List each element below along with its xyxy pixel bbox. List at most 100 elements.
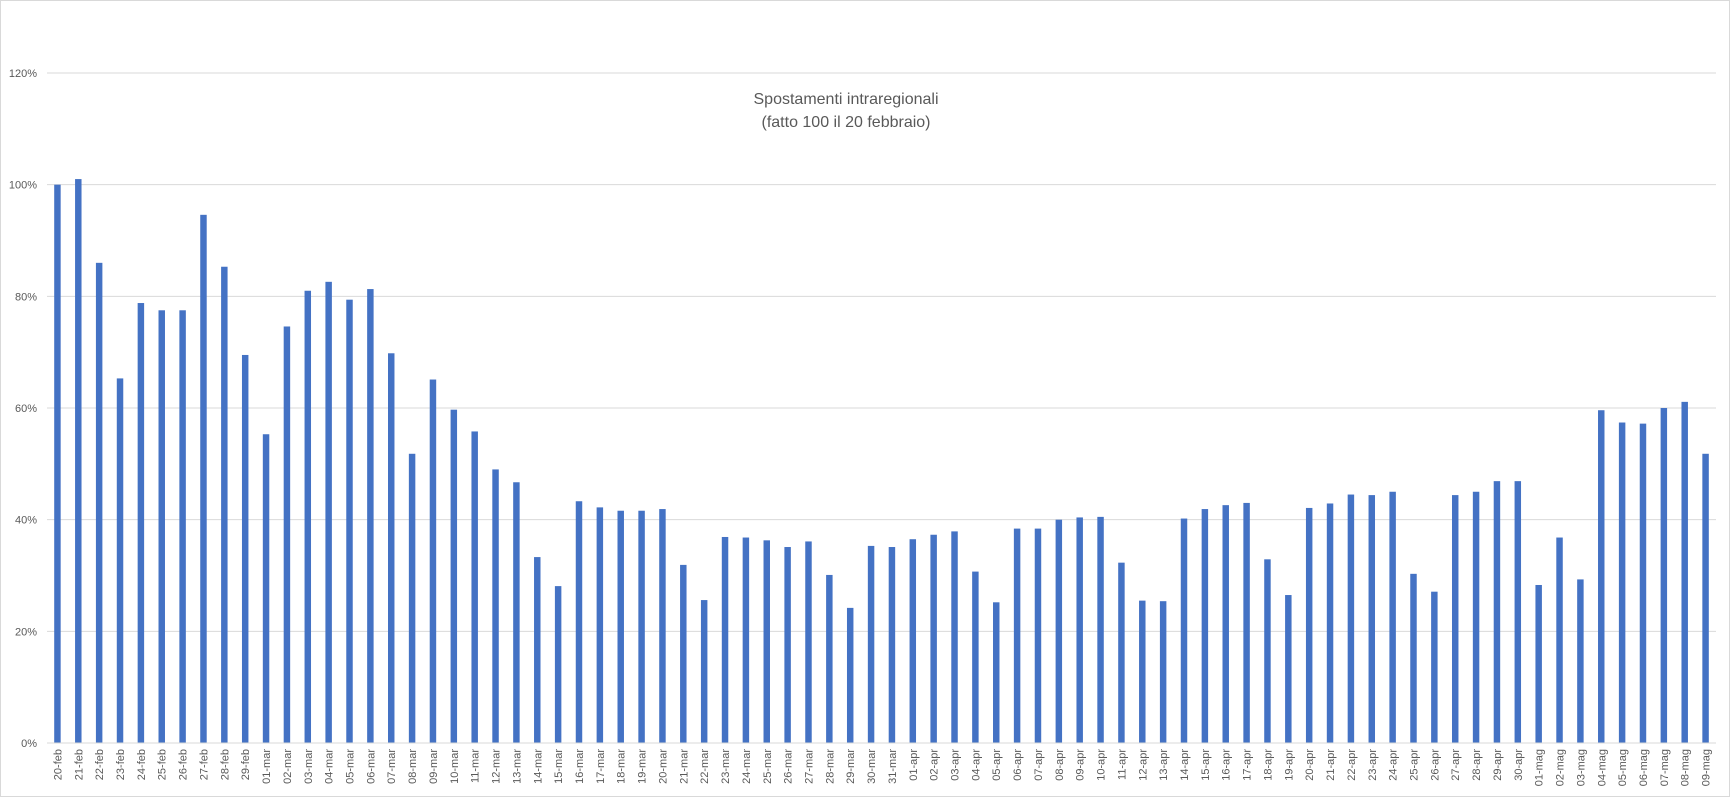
bar xyxy=(909,539,917,743)
x-tick-label: 12-apr xyxy=(1137,749,1149,781)
x-tick-label: 20-feb xyxy=(52,749,64,780)
bar xyxy=(1285,595,1292,743)
bar xyxy=(1431,591,1438,743)
x-tick-label: 21-mar xyxy=(678,749,690,784)
bar xyxy=(1201,509,1209,743)
bar xyxy=(1159,601,1167,743)
bar xyxy=(763,540,770,743)
bar xyxy=(75,179,82,743)
x-tick-label: 20-mar xyxy=(657,749,669,784)
bar xyxy=(1535,584,1542,743)
chart-title: Spostamenti intraregionali xyxy=(754,91,939,108)
x-tick-label: 15-mar xyxy=(553,749,565,784)
x-tick-label: 18-apr xyxy=(1262,749,1274,781)
x-tick-label: 13-mar xyxy=(511,749,523,784)
x-tick-label: 16-mar xyxy=(574,749,586,784)
x-tick-label: 14-mar xyxy=(532,749,544,784)
x-axis-tick-labels: 20-feb 21-feb 22-feb 23-feb 24-feb 25-feb 26-f… xyxy=(52,749,1712,787)
bar xyxy=(617,510,624,743)
bar xyxy=(1013,528,1021,743)
bar xyxy=(179,310,186,743)
x-tick-label: 24-mar xyxy=(741,749,753,784)
bar xyxy=(993,602,1000,743)
x-tick-label: 23-apr xyxy=(1367,749,1379,781)
x-tick-label: 09-mar xyxy=(428,749,440,784)
bar xyxy=(638,510,645,743)
x-tick-label: 02-mar xyxy=(282,749,294,784)
bar xyxy=(346,299,353,743)
x-tick-label: 09-apr xyxy=(1075,749,1087,781)
y-tick-label: 40% xyxy=(15,515,37,527)
x-tick-label: 25-feb xyxy=(157,749,169,780)
bar xyxy=(867,545,875,743)
x-tick-label: 03-apr xyxy=(950,749,962,781)
bar xyxy=(930,534,937,743)
bar xyxy=(1389,491,1396,743)
bar xyxy=(972,571,979,743)
bar xyxy=(1493,481,1501,743)
x-tick-label: 07-apr xyxy=(1033,749,1045,781)
x-tick-label: 27-mar xyxy=(803,749,815,784)
bar xyxy=(1702,453,1709,743)
bar xyxy=(513,482,520,743)
bar xyxy=(471,431,478,743)
y-tick-label: 120% xyxy=(9,68,37,80)
bar xyxy=(1076,517,1083,743)
x-tick-label: 16-apr xyxy=(1221,749,1233,781)
bar xyxy=(1681,401,1688,743)
x-tick-label: 08-mar xyxy=(407,749,419,784)
x-tick-label: 14-apr xyxy=(1179,749,1191,781)
y-tick-label: 100% xyxy=(9,180,37,192)
bar xyxy=(1118,562,1125,743)
bar xyxy=(1139,600,1146,744)
bar xyxy=(1347,494,1355,743)
x-tick-label: 25-apr xyxy=(1408,749,1420,781)
x-tick-label: 31-mar xyxy=(887,749,899,784)
gridlines xyxy=(47,72,1716,632)
x-tick-label: 30-mar xyxy=(866,749,878,784)
bar xyxy=(1618,422,1626,743)
bar xyxy=(846,607,854,743)
x-tick-label: 26-feb xyxy=(178,749,190,780)
bar xyxy=(659,509,666,743)
x-tick-label: 08-apr xyxy=(1054,749,1066,781)
x-tick-label: 01-mar xyxy=(261,749,273,784)
x-tick-label: 17-apr xyxy=(1242,749,1254,781)
x-tick-label: 25-mar xyxy=(762,749,774,784)
x-tick-label: 15-apr xyxy=(1200,749,1212,781)
bar xyxy=(367,289,374,743)
bar xyxy=(325,281,332,743)
x-tick-label: 29-feb xyxy=(240,749,252,780)
chart-subtitle: (fatto 100 il 20 febbraio) xyxy=(762,114,931,131)
x-tick-label: 02-apr xyxy=(929,749,941,781)
y-tick-label: 20% xyxy=(15,626,37,638)
bar xyxy=(1034,528,1042,743)
x-tick-label: 04-mag xyxy=(1596,749,1608,786)
bar xyxy=(54,184,61,744)
x-tick-label: 07-mar xyxy=(386,749,398,784)
x-tick-label: 06-apr xyxy=(1012,749,1024,781)
x-tick-label: 07-mag xyxy=(1659,749,1671,786)
x-tick-label: 11-apr xyxy=(1116,749,1128,780)
x-tick-label: 03-mag xyxy=(1575,749,1587,786)
bar xyxy=(888,547,896,743)
bar xyxy=(1556,537,1563,743)
x-tick-label: 11-mar xyxy=(470,749,482,783)
bar xyxy=(1368,495,1376,743)
y-tick-label: 60% xyxy=(15,403,37,415)
bar xyxy=(262,434,270,743)
x-tick-label: 03-mar xyxy=(303,749,315,784)
bar xyxy=(1577,579,1584,743)
bar xyxy=(429,379,437,743)
y-tick-label: 0% xyxy=(21,738,37,750)
bar xyxy=(116,378,124,743)
x-tick-label: 13-apr xyxy=(1158,749,1170,781)
x-tick-label: 28-mar xyxy=(824,749,836,784)
x-tick-label: 24-apr xyxy=(1388,749,1400,781)
x-tick-label: 04-mar xyxy=(324,749,336,784)
x-tick-label: 22-feb xyxy=(94,749,106,780)
bar xyxy=(158,310,165,743)
x-tick-label: 26-apr xyxy=(1429,749,1441,781)
y-axis-tick-labels: 0% 20% 40% 60% 80% 100% 120% xyxy=(9,68,37,750)
